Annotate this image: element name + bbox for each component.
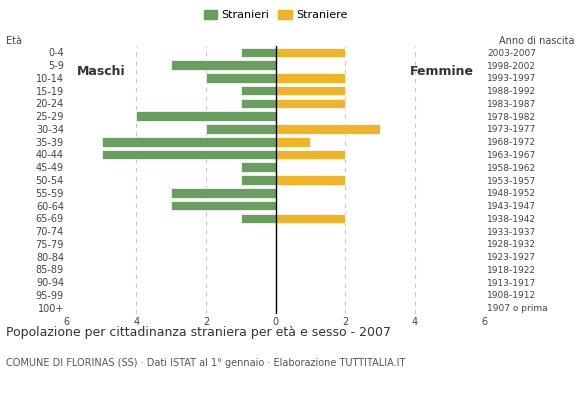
Text: Anno di nascita: Anno di nascita [499,36,574,46]
Bar [276,214,345,223]
Bar [276,73,345,83]
Bar [241,48,276,57]
Bar [136,112,276,121]
Text: Età: Età [6,36,22,46]
Bar [241,162,276,172]
Bar [241,175,276,185]
Bar [276,99,345,108]
Bar [276,137,310,146]
Text: Maschi: Maschi [77,65,126,78]
Bar [102,150,276,159]
Text: Femmine: Femmine [410,65,474,78]
Bar [276,48,345,57]
Bar [241,99,276,108]
Bar [171,188,276,198]
Bar [102,137,276,146]
Bar [276,86,345,96]
Bar [206,124,276,134]
Bar [241,214,276,223]
Bar [276,150,345,159]
Bar [206,73,276,83]
Legend: Stranieri, Straniere: Stranieri, Straniere [199,6,352,25]
Bar [171,60,276,70]
Text: COMUNE DI FLORINAS (SS) · Dati ISTAT al 1° gennaio · Elaborazione TUTTITALIA.IT: COMUNE DI FLORINAS (SS) · Dati ISTAT al … [6,358,405,368]
Bar [276,175,345,185]
Bar [171,201,276,210]
Bar [276,124,380,134]
Bar [241,86,276,96]
Text: Popolazione per cittadinanza straniera per età e sesso - 2007: Popolazione per cittadinanza straniera p… [6,326,391,339]
